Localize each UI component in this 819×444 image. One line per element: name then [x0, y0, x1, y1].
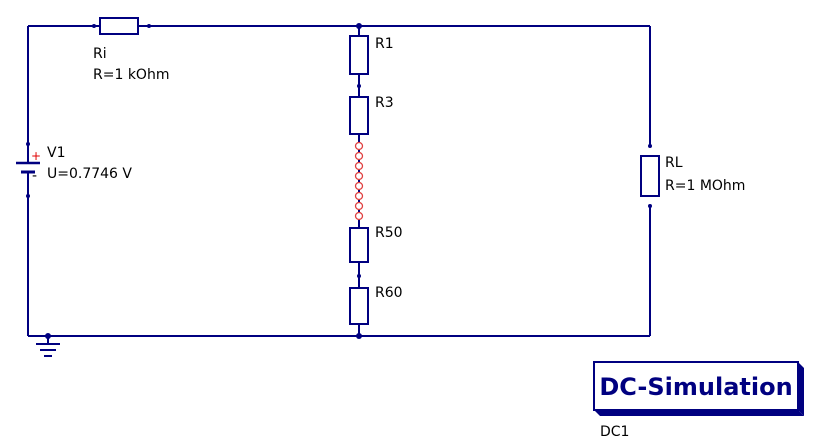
resistor-rl[interactable]	[640, 144, 660, 208]
v1-name: V1	[47, 145, 65, 161]
r1-name: R1	[375, 36, 394, 52]
resistor-r50[interactable]	[349, 227, 369, 263]
resistor-r3[interactable]	[349, 96, 369, 135]
r3-name: R3	[375, 95, 394, 111]
plus-sign: +	[31, 149, 41, 163]
v1-value: U=0.7746 V	[47, 166, 132, 182]
ri-value: R=1 kOhm	[93, 67, 169, 83]
simulation-title: DC-Simulation	[599, 373, 792, 401]
rl-value: R=1 MOhm	[665, 178, 745, 194]
minus-sign: -	[32, 168, 37, 184]
r50-name: R50	[375, 225, 403, 241]
ri-name: Ri	[93, 46, 107, 62]
junction-top	[356, 23, 362, 29]
dc-simulation-block[interactable]	[593, 361, 804, 416]
resistor-r1[interactable]	[349, 35, 369, 88]
resistor-r60[interactable]	[349, 274, 369, 325]
port-chain	[354, 141, 364, 221]
ground-icon[interactable]	[36, 336, 60, 357]
simulation-name: DC1	[600, 424, 629, 440]
wires	[27, 25, 651, 337]
resistor-ri[interactable]	[92, 17, 151, 35]
junction-bottom	[356, 333, 362, 339]
r60-name: R60	[375, 285, 403, 301]
rl-name: RL	[665, 155, 683, 171]
voltage-source-v1[interactable]	[16, 142, 40, 198]
